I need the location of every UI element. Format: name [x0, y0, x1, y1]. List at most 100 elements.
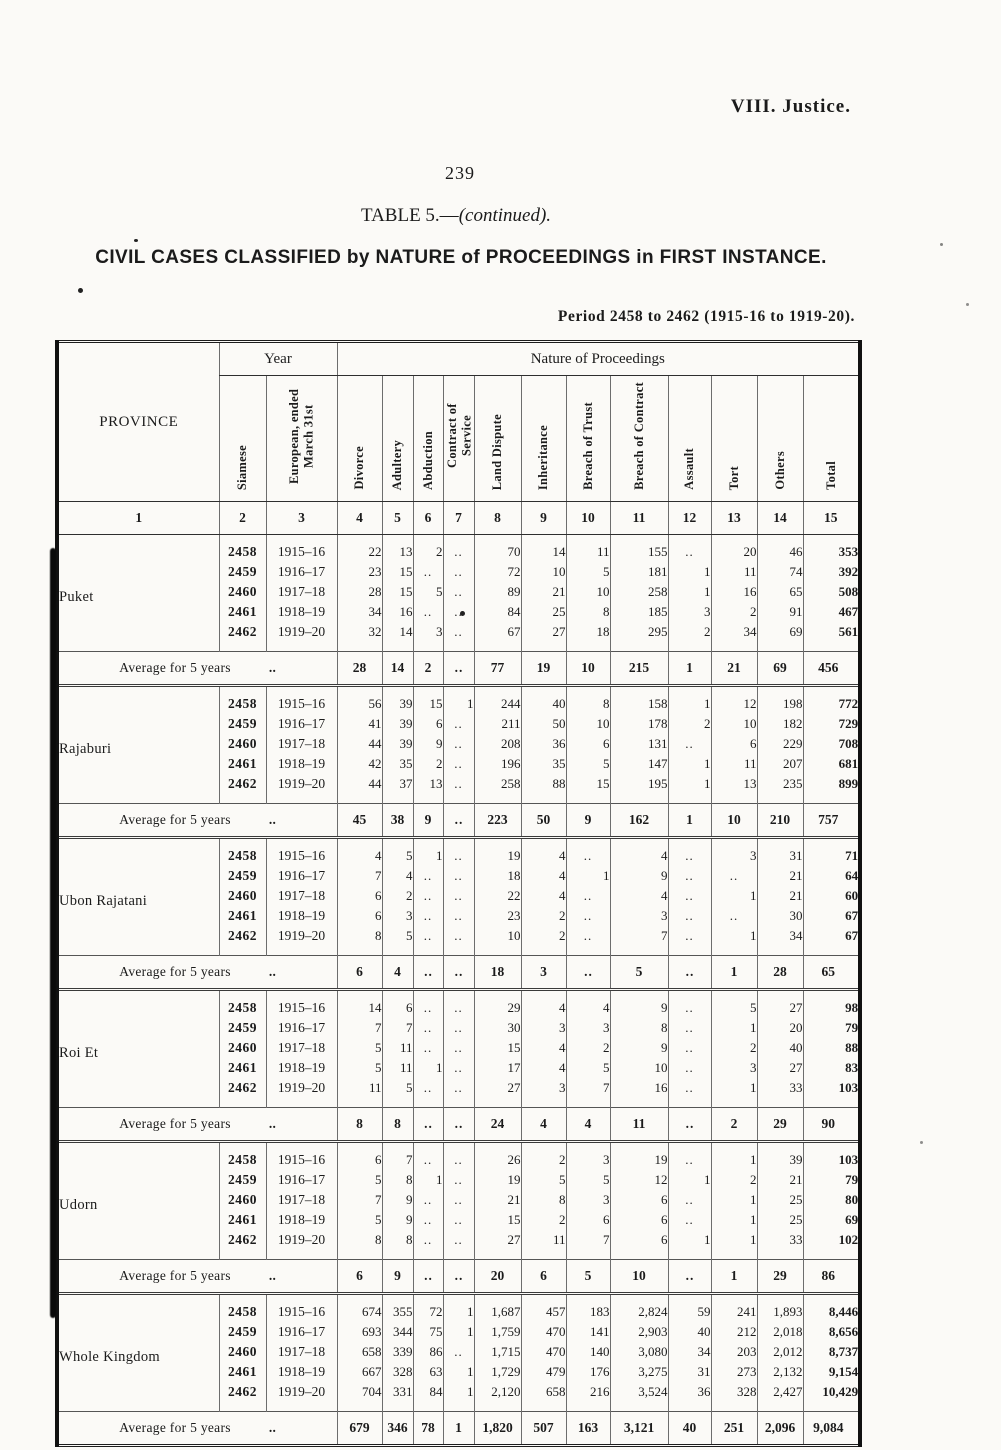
average-cell: 9 [381, 1259, 413, 1294]
table-cell: 8,446 [802, 1292, 861, 1322]
average-label-text: Average for 5 years [119, 1268, 231, 1283]
table-cell: 27 [520, 622, 566, 652]
table-cell: 8 [609, 1018, 668, 1038]
average-row: Average for 5 years.. 45 38 9.. 223 50 9 162 1 10… [57, 803, 861, 838]
table-cell: 39 [756, 1140, 803, 1170]
table-cell: .. [442, 1058, 474, 1078]
siamese-year: 2462 [218, 1230, 266, 1260]
table-cell: 67 [802, 926, 861, 956]
average-cell: 69 [756, 651, 803, 686]
table-row: 2460 1917–18 28 15 5.. 89 21 10 258 1 16 65 508 [57, 582, 861, 602]
table-cell: 5 [710, 988, 757, 1018]
european-year: 1916–17 [265, 714, 337, 734]
col-header-label: Siamese [235, 444, 250, 490]
table-cell: 34 [756, 926, 803, 956]
table-cell: 30 [756, 906, 803, 926]
table-row: 2462 1919–20 44 37 13.. 258 88 15 195 1 13 235 899 [57, 774, 861, 804]
table-cell: 9 [609, 866, 668, 886]
average-cell: 77 [473, 651, 521, 686]
siamese-year: 2459 [218, 562, 266, 582]
table-cell: 27 [756, 988, 803, 1018]
scan-artifact [940, 243, 943, 246]
table-cell: .. [412, 602, 443, 622]
table-cell: 244 [473, 684, 521, 714]
table-cell: 14 [381, 622, 413, 652]
average-cell: 1,820 [473, 1411, 521, 1446]
average-cell: 3 [520, 955, 566, 990]
table-cell: 2 [520, 1140, 566, 1170]
table-cell: 1 [442, 1292, 474, 1322]
table-cell: 14 [520, 534, 566, 562]
european-year: 1917–18 [265, 734, 337, 754]
scan-artifact [134, 239, 138, 242]
table-cell: 63 [412, 1362, 443, 1382]
table-cell: 4 [520, 866, 566, 886]
average-cell: 162 [609, 803, 668, 838]
table-row: 2461 1918–19 6 3.... 23 2.. 3.... 30 67 [57, 906, 861, 926]
table-cell: 1,687 [473, 1292, 521, 1322]
average-cell: 24 [473, 1107, 521, 1142]
table-cell: 10 [565, 582, 610, 602]
average-cell: 2 [710, 1107, 757, 1142]
table-cell: 7 [565, 1230, 610, 1260]
european-year: 1915–16 [265, 684, 337, 714]
european-year: 1919–20 [265, 1382, 337, 1412]
table-cell: 16 [710, 582, 757, 602]
table-cell: 84 [473, 602, 521, 622]
col-header-label: Abduction [420, 431, 435, 490]
table-row: 2460 1917–18 7 9.... 21 8 3 6.. 1 25 80 [57, 1190, 861, 1210]
table-cell: 2,012 [756, 1342, 803, 1362]
table-cell: 11 [381, 1038, 413, 1058]
table-cell: 4 [609, 886, 668, 906]
table-cell: 15 [473, 1038, 521, 1058]
col-header-others: Others [756, 375, 803, 502]
table-cell: .. [412, 1230, 443, 1260]
siamese-year: 2461 [218, 1210, 266, 1230]
table-cell: 14 [336, 988, 382, 1018]
table-cell: 9 [412, 734, 443, 754]
european-year: 1915–16 [265, 1140, 337, 1170]
european-year: 1916–17 [265, 1322, 337, 1342]
average-cell: 86 [802, 1259, 861, 1294]
table-cell: .. [442, 1140, 474, 1170]
european-year: 1916–17 [265, 1170, 337, 1190]
table-cell: 1 [412, 836, 443, 866]
table-row: 2462 1919–20 8 8.... 27 11 7 6 1 1 33 102 [57, 1230, 861, 1260]
table-cell: 195 [609, 774, 668, 804]
col-header-european-ended-march-31st: European, ended March 31st [265, 375, 337, 502]
table-cell: .. [412, 1140, 443, 1170]
column-number: 8 [473, 501, 521, 535]
siamese-year: 2462 [218, 1382, 266, 1412]
table-cell: 561 [802, 622, 861, 652]
average-cell: .. [442, 1107, 474, 1142]
table-cell: 44 [336, 734, 382, 754]
column-number: 5 [381, 501, 413, 535]
table-cell: 21 [473, 1190, 521, 1210]
table-cell: 2 [565, 1038, 610, 1058]
average-cell: 6 [336, 1259, 382, 1294]
table-cell: 353 [802, 534, 861, 562]
table-cell: 83 [802, 1058, 861, 1078]
average-row: Average for 5 years.. 6 9.... 20 6 5 10.. 1 29 86 [57, 1259, 861, 1294]
siamese-year: 2460 [218, 734, 266, 754]
siamese-year: 2458 [218, 684, 266, 714]
table-cell: 8,737 [802, 1342, 861, 1362]
column-number: 7 [442, 501, 474, 535]
table-cell: .. [412, 1078, 443, 1108]
col-header-label: Breach of Trust [580, 402, 595, 490]
table-cell: 31 [756, 836, 803, 866]
table-cell: .. [442, 1038, 474, 1058]
table-cell: 13 [710, 774, 757, 804]
table-row: 2461 1918–19 34 16.... 84 25 8 185 3 2 91 467 [57, 602, 861, 622]
table-cell: .. [442, 988, 474, 1018]
table-cell: 29 [473, 988, 521, 1018]
siamese-year: 2460 [218, 886, 266, 906]
table-cell: 30 [473, 1018, 521, 1038]
table-row: 2462 1919–20 32 14 3.. 67 27 18 295 2 34 69 561 [57, 622, 861, 652]
table-cell: 39 [381, 734, 413, 754]
table-cell: 344 [381, 1322, 413, 1342]
average-label-text: Average for 5 years [119, 1116, 231, 1131]
table-cell: 10 [710, 714, 757, 734]
table-row: Puket 2458 1915–16 22 13 2.. 70 14 11 155.. 20 46 35… [57, 534, 861, 605]
table-cell: 21 [756, 866, 803, 886]
